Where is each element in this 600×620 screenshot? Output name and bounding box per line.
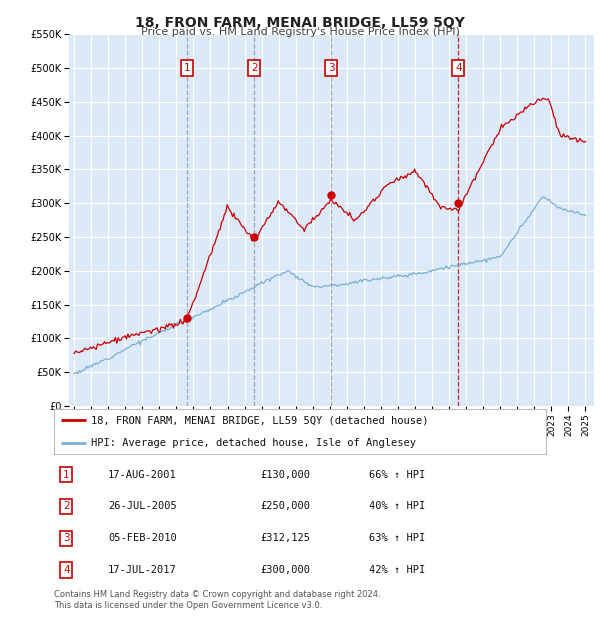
Text: £250,000: £250,000 [260, 502, 311, 512]
Text: 17-AUG-2001: 17-AUG-2001 [108, 470, 177, 480]
Text: Contains HM Land Registry data © Crown copyright and database right 2024.
This d: Contains HM Land Registry data © Crown c… [54, 590, 380, 609]
Text: £130,000: £130,000 [260, 470, 311, 480]
Text: 66% ↑ HPI: 66% ↑ HPI [369, 470, 425, 480]
Text: 2: 2 [63, 502, 70, 512]
Text: 1: 1 [184, 63, 190, 73]
Text: 26-JUL-2005: 26-JUL-2005 [108, 502, 177, 512]
Text: HPI: Average price, detached house, Isle of Anglesey: HPI: Average price, detached house, Isle… [91, 438, 416, 448]
Text: 3: 3 [328, 63, 335, 73]
Text: 2: 2 [251, 63, 257, 73]
Text: 42% ↑ HPI: 42% ↑ HPI [369, 565, 425, 575]
Text: £312,125: £312,125 [260, 533, 311, 543]
Text: 63% ↑ HPI: 63% ↑ HPI [369, 533, 425, 543]
Text: Price paid vs. HM Land Registry's House Price Index (HPI): Price paid vs. HM Land Registry's House … [140, 27, 460, 37]
Text: 1: 1 [63, 470, 70, 480]
Text: 4: 4 [455, 63, 461, 73]
Text: 18, FRON FARM, MENAI BRIDGE, LL59 5QY: 18, FRON FARM, MENAI BRIDGE, LL59 5QY [135, 16, 465, 30]
Text: 3: 3 [63, 533, 70, 543]
Text: 17-JUL-2017: 17-JUL-2017 [108, 565, 177, 575]
Text: £300,000: £300,000 [260, 565, 311, 575]
Text: 18, FRON FARM, MENAI BRIDGE, LL59 5QY (detached house): 18, FRON FARM, MENAI BRIDGE, LL59 5QY (d… [91, 415, 428, 425]
Text: 40% ↑ HPI: 40% ↑ HPI [369, 502, 425, 512]
Text: 4: 4 [63, 565, 70, 575]
Text: 05-FEB-2010: 05-FEB-2010 [108, 533, 177, 543]
